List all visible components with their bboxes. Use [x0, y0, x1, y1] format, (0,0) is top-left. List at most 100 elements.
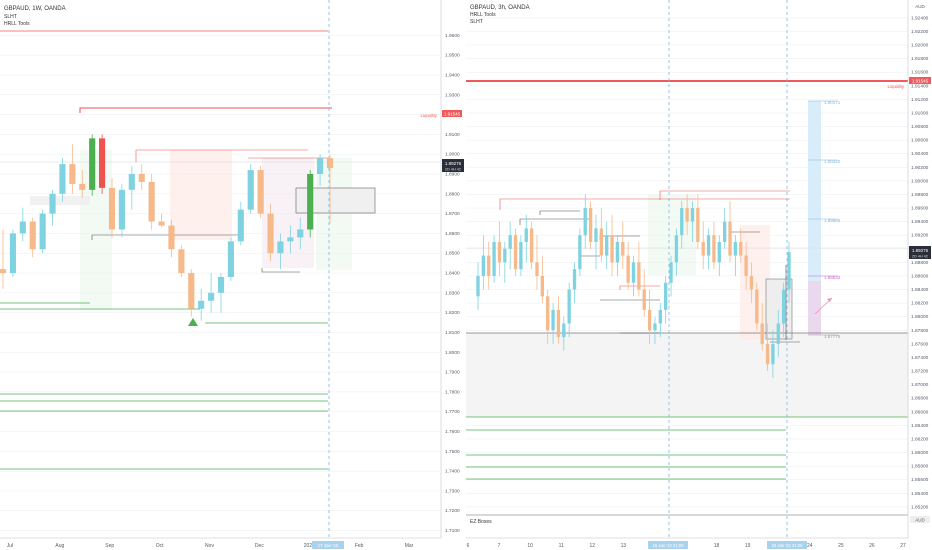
- candle-body: [524, 228, 528, 243]
- candle-body: [108, 187, 116, 230]
- candle-body: [326, 158, 334, 169]
- y-tick-label: 1.86800: [911, 396, 929, 402]
- right-chart-panel[interactable]: 1.90171 1.90322 1.89665 1.88632 1.87775 …: [466, 0, 931, 549]
- y-tick-label: 1.9300: [445, 92, 460, 98]
- level-label-5: 1.87775: [824, 334, 841, 339]
- left-price-label: 1.89276: [445, 161, 462, 166]
- candle-body: [685, 208, 689, 222]
- candle-body: [562, 323, 566, 338]
- x-tick-label: 12: [590, 543, 596, 549]
- y-tick-label: 1.88600: [911, 273, 929, 279]
- right-date-tag-1-label: 16 Jan '22 21:00: [653, 543, 685, 548]
- level-label-4: 1.88632: [824, 275, 841, 280]
- x-tick-label: 13: [621, 543, 627, 549]
- y-tick-label: 1.7100: [445, 528, 460, 534]
- y-tick-label: 1.86200: [911, 436, 929, 442]
- candle-body: [247, 170, 254, 210]
- r-high-line-2: [499, 198, 790, 210]
- candle-body: [578, 235, 582, 270]
- y-tick-label: 1.8700: [445, 211, 460, 217]
- candle-body: [168, 225, 175, 250]
- swing-low-line-2: [261, 268, 300, 273]
- y-tick-label: 1.9600: [445, 33, 460, 39]
- candle-body: [599, 228, 603, 256]
- x-tick-label: 10: [527, 543, 533, 549]
- y-tick-label: 1.89800: [911, 192, 929, 198]
- y-tick-label: 1.88000: [911, 314, 929, 320]
- x-tick-label: Feb: [355, 543, 364, 549]
- y-tick-label: 1.85800: [911, 464, 929, 470]
- right-price-countdown: 2D 4H 42: [912, 255, 928, 259]
- y-tick-label: 1.92400: [911, 15, 929, 21]
- left-liquidity-tag: [442, 110, 462, 117]
- candle-body: [771, 343, 775, 365]
- candle-body: [513, 235, 518, 270]
- supply-zone: [170, 150, 232, 240]
- candle-body: [712, 235, 716, 263]
- candle-body: [158, 221, 165, 226]
- y-tick-label: 1.91800: [911, 56, 929, 62]
- right-y-axis[interactable]: 1.92400 1.92200 1.92000 1.91800 1.91600 1.914…: [911, 15, 929, 510]
- r-red-line-3: [619, 285, 660, 290]
- y-tick-label: 1.9000: [445, 152, 460, 158]
- y-tick-label: 1.7200: [445, 508, 460, 514]
- left-candles: [0, 134, 334, 321]
- right-price-label: 1.89276: [912, 248, 929, 253]
- y-tick-label: 1.90200: [911, 165, 929, 171]
- y-tick-label: 1.90400: [911, 151, 929, 157]
- y-tick-label: 1.8600: [445, 231, 460, 237]
- left-price-tag-bg: [442, 159, 464, 172]
- candle-body: [128, 174, 135, 190]
- y-tick-label: 1.91000: [911, 110, 929, 116]
- y-tick-label: 1.90600: [911, 138, 929, 144]
- right-price-tag-bg: [909, 246, 931, 259]
- candle-body: [669, 262, 673, 283]
- candle-body: [529, 228, 534, 263]
- y-tick-label: 1.8500: [445, 251, 460, 257]
- candle-body: [658, 309, 662, 324]
- candle-body: [556, 309, 561, 338]
- y-tick-label: 1.89400: [911, 219, 929, 225]
- y-tick-label: 1.89200: [911, 233, 929, 239]
- candle-body: [208, 292, 215, 301]
- candle-body: [653, 323, 657, 331]
- candle-body: [227, 241, 234, 278]
- left-y-axis[interactable]: 1.96001.95001.94001.93001.92001.91001.90…: [445, 33, 460, 534]
- candle-body: [706, 235, 711, 256]
- left-indicator-1: SLHT: [4, 14, 17, 20]
- x-tick-label: 6: [467, 543, 470, 549]
- x-tick-label: 7: [498, 543, 501, 549]
- candle-body: [781, 289, 786, 324]
- candle-body: [551, 309, 555, 331]
- x-tick-label: Nov: [205, 543, 214, 549]
- right-date-tag-2: [767, 541, 807, 549]
- candle-body: [744, 255, 748, 276]
- left-chart-panel[interactable]: GBPAUD, 1W, OANDA SLHT HRLL Tools 1.9600…: [0, 0, 464, 549]
- candle-body: [267, 213, 274, 254]
- candle-body: [588, 208, 593, 243]
- candle-body: [680, 208, 684, 236]
- right-title: GBPAUD, 3h, OANDA: [470, 5, 530, 11]
- stop-box: [808, 281, 821, 335]
- candle-body: [664, 282, 668, 310]
- x-tick-label: Oct: [156, 543, 164, 549]
- candle-body: [89, 138, 96, 190]
- x-tick-label: 24: [807, 543, 813, 549]
- left-x-axis[interactable]: Jul Aug Sep Oct Nov Dec 2022 Feb Mar: [7, 543, 414, 549]
- y-tick-label: 1.91600: [911, 70, 929, 76]
- y-tick-label: 1.87600: [911, 341, 929, 347]
- arrow-head-icon: [827, 298, 832, 302]
- right-date-tag-2-label: 23 Jan '22 21:00: [772, 543, 804, 548]
- currency-label: AUD: [915, 4, 925, 9]
- x-tick-label: Sep: [105, 543, 114, 549]
- candle-body: [674, 235, 679, 263]
- x-tick-label: Dec: [255, 543, 264, 549]
- y-tick-label: 1.8400: [445, 271, 460, 277]
- candle-body: [776, 323, 780, 344]
- candle-body: [148, 181, 155, 222]
- candle-body: [317, 158, 324, 175]
- right-date-tag-1: [648, 541, 688, 549]
- candle-body: [749, 275, 754, 290]
- swing-low-line: [91, 234, 240, 240]
- candle-body: [605, 235, 609, 256]
